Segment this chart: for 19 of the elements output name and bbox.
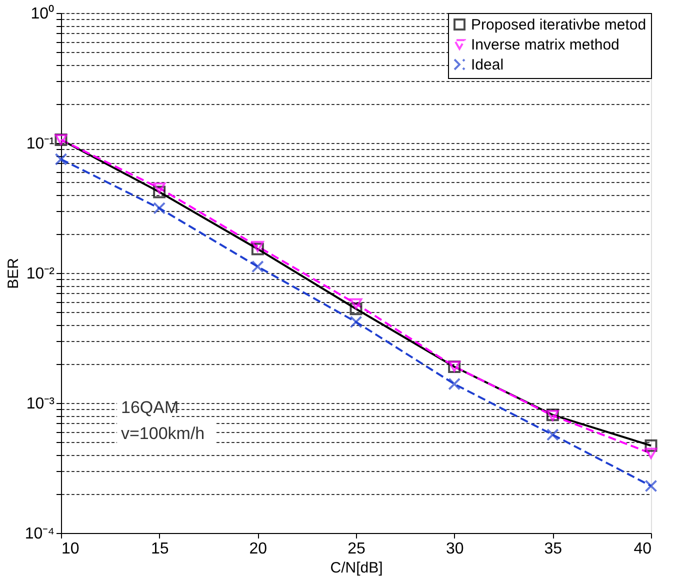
x-tick-label: 20 <box>249 540 268 558</box>
y-tick-label: 10⁻⁴ <box>24 526 55 542</box>
legend-label: Inverse matrix method <box>471 36 620 54</box>
x-tick-label: 40 <box>634 540 652 558</box>
x-axis-title: C/N[dB] <box>330 560 383 576</box>
y-axis-title: BER <box>4 258 22 289</box>
y-tick-label: 10⁻¹ <box>26 136 54 152</box>
x-tick-label: 30 <box>446 540 464 558</box>
x-tick-label: 35 <box>544 540 562 558</box>
legend-label: Proposed iterativbe metod <box>471 16 646 34</box>
annotation: 16QAM <box>121 398 179 417</box>
legend-label: Ideal <box>471 56 504 74</box>
annotation: v=100km/h <box>121 424 205 443</box>
x-tick-label: 15 <box>150 540 169 558</box>
y-tick-label: 10⁰ <box>30 4 54 22</box>
y-tick-label: 10⁻³ <box>26 396 56 412</box>
y-tick-label: 10⁻² <box>26 266 56 282</box>
x-tick-label: 10 <box>62 540 80 558</box>
x-tick-label: 25 <box>348 540 366 558</box>
